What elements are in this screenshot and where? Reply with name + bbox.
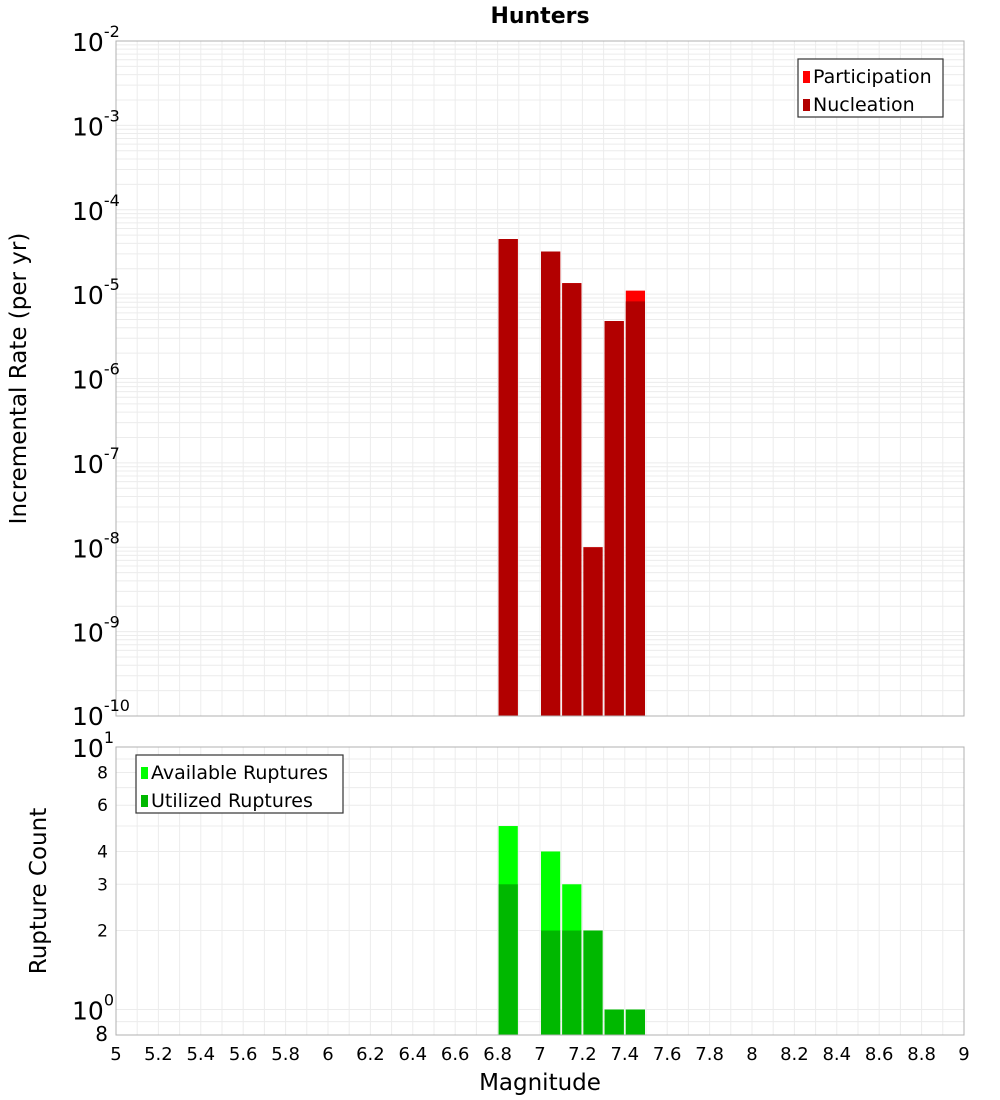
count-y-axis-label: Rupture Count	[26, 808, 52, 974]
x-ticks: 5 5.2 5.4 5.6 5.8 6 6.2 6.4 6.6 6.8 7 7.2 7.4 7.6 7.8 8…	[110, 1044, 969, 1065]
x-tick-label: 7.8	[695, 1044, 724, 1065]
rate-legend: Participation Nucleation	[797, 58, 944, 118]
y-tick-label: 10-9	[72, 613, 120, 648]
nucleation-series-bar	[625, 301, 645, 716]
utilized-ruptures-series-bar	[604, 1009, 624, 1035]
x-tick-label: 8.4	[822, 1044, 851, 1065]
legend-label: Nucleation	[813, 94, 915, 116]
legend-swatch	[803, 71, 810, 83]
x-tick-label: 7	[534, 1044, 545, 1065]
utilized-ruptures-series-bar	[625, 1009, 645, 1035]
x-tick-label: 6.8	[483, 1044, 512, 1065]
x-tick-label: 7.2	[568, 1044, 597, 1065]
x-tick-label: 8.8	[907, 1044, 936, 1065]
nucleation-series-bar	[604, 321, 624, 716]
legend-swatch	[803, 99, 810, 111]
x-tick-label: 8	[746, 1044, 757, 1065]
y-tick-label: 10-5	[72, 275, 120, 310]
x-tick-label: 6.6	[441, 1044, 470, 1065]
grid	[115, 41, 965, 717]
x-tick-label: 9	[958, 1044, 969, 1065]
x-tick-label: 5.6	[229, 1044, 258, 1065]
x-tick-label: 8.6	[865, 1044, 894, 1065]
nucleation-series-bar	[583, 547, 603, 716]
y-tick-label: 2	[97, 922, 108, 942]
utilized-ruptures-series-bar	[498, 884, 518, 1035]
y-tick-label: 8	[97, 763, 108, 783]
x-tick-label: 5.4	[186, 1044, 215, 1065]
rate-y-ticks: 10-10 10-9 10-8 10-7 10-6 10-5 10-4 10-3 10-2	[72, 22, 130, 731]
y-tick-label: 10-7	[72, 444, 120, 479]
utilized-ruptures-series-bar	[541, 930, 561, 1035]
y-tick-label: 10-2	[72, 22, 120, 57]
utilized-ruptures-series	[498, 884, 645, 1035]
nucleation-series-bar	[498, 239, 518, 716]
y-tick-label: 100	[72, 991, 114, 1026]
nucleation-series	[498, 239, 645, 716]
y-tick-label: 10-10	[72, 696, 130, 731]
y-tick-label: 4	[97, 842, 108, 862]
nucleation-series-bar	[541, 251, 561, 716]
y-tick-label: 10-3	[72, 106, 120, 141]
x-tick-label: 7.6	[653, 1044, 682, 1065]
y-tick-label: 10-4	[72, 191, 120, 226]
rate-y-axis-label: Incremental Rate (per yr)	[6, 233, 32, 525]
legend-label: Utilized Ruptures	[151, 790, 313, 812]
y-tick-label: 3	[97, 875, 108, 895]
x-tick-label: 5	[110, 1044, 121, 1065]
y-tick-label: 10-8	[72, 528, 120, 563]
legend-label: Available Ruptures	[151, 762, 328, 784]
x-tick-label: 6.2	[356, 1044, 385, 1065]
x-tick-label: 5.2	[144, 1044, 173, 1065]
x-axis-label: Magnitude	[479, 1070, 601, 1096]
count-plot-area	[115, 746, 965, 1036]
legend-swatch	[141, 767, 148, 779]
x-tick-label: 7.4	[610, 1044, 639, 1065]
x-tick-label: 5.8	[271, 1044, 300, 1065]
y-tick-label: 6	[97, 796, 108, 816]
nucleation-series-bar	[562, 283, 582, 716]
rate-plot-area	[115, 40, 965, 717]
x-tick-label: 8.2	[780, 1044, 809, 1065]
y-tick-label: 8	[95, 1022, 108, 1046]
count-legend: Available Ruptures Utilized Ruptures	[135, 754, 344, 814]
x-tick-label: 6	[322, 1044, 333, 1065]
chart-title: Hunters	[490, 4, 589, 29]
x-tick-label: 6.4	[398, 1044, 427, 1065]
y-tick-label: 101	[72, 728, 114, 763]
legend-swatch	[141, 795, 148, 807]
utilized-ruptures-series-bar	[562, 930, 582, 1035]
y-tick-label: 10-6	[72, 360, 120, 395]
utilized-ruptures-series-bar	[583, 930, 603, 1035]
legend-label: Participation	[813, 66, 932, 88]
